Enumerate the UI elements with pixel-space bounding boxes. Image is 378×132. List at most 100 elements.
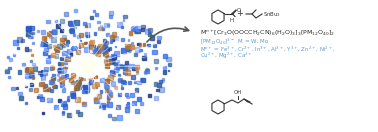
Bar <box>87 35 88 37</box>
Bar <box>144 71 146 74</box>
Bar <box>16 87 18 89</box>
Bar <box>135 109 139 113</box>
Bar <box>94 86 97 88</box>
Bar <box>148 27 152 32</box>
Bar <box>103 45 107 49</box>
Bar <box>85 86 89 90</box>
Bar <box>136 71 138 74</box>
Bar <box>105 47 108 51</box>
Bar <box>98 21 100 23</box>
Bar <box>59 64 61 66</box>
Bar <box>42 36 46 40</box>
Bar <box>92 48 96 51</box>
Bar <box>57 79 59 81</box>
Bar <box>110 72 112 74</box>
Bar <box>157 83 161 87</box>
Bar <box>29 67 32 70</box>
Bar <box>55 47 59 52</box>
Bar <box>112 73 115 76</box>
Bar <box>163 70 166 74</box>
Bar <box>78 112 82 116</box>
Bar <box>13 40 18 44</box>
Bar <box>67 113 71 117</box>
Bar <box>43 87 48 91</box>
Bar <box>145 29 150 34</box>
Bar <box>63 104 67 109</box>
Bar <box>125 44 130 48</box>
Bar <box>139 43 141 46</box>
Bar <box>48 55 50 57</box>
Bar <box>107 99 109 102</box>
Bar <box>89 45 91 48</box>
Bar <box>71 73 75 77</box>
Bar <box>121 48 126 53</box>
Bar <box>113 68 118 72</box>
Text: Cu$^{2+}$, Mg$^{2+}$, Ca$^{2+}$: Cu$^{2+}$, Mg$^{2+}$, Ca$^{2+}$ <box>200 51 253 61</box>
Text: SnBu$_3$: SnBu$_3$ <box>263 11 281 19</box>
Bar <box>46 87 50 91</box>
Bar <box>40 95 42 97</box>
FancyArrowPatch shape <box>147 27 189 42</box>
Bar <box>93 49 98 53</box>
Bar <box>110 35 114 39</box>
Bar <box>79 77 83 80</box>
Bar <box>9 58 12 61</box>
Bar <box>110 59 115 63</box>
Bar <box>60 57 63 60</box>
Bar <box>60 82 61 83</box>
Bar <box>51 66 54 69</box>
Bar <box>50 81 54 84</box>
Bar <box>67 96 69 98</box>
Bar <box>90 40 94 44</box>
Bar <box>58 69 61 72</box>
Bar <box>116 67 119 70</box>
Text: OH: OH <box>234 90 242 95</box>
Bar <box>118 22 122 27</box>
Bar <box>162 77 164 80</box>
Bar <box>50 89 53 92</box>
Bar <box>76 81 80 85</box>
Bar <box>118 78 122 82</box>
Bar <box>70 91 75 96</box>
Bar <box>58 68 62 72</box>
Bar <box>62 111 64 113</box>
Bar <box>78 85 81 89</box>
Bar <box>115 36 118 40</box>
Bar <box>42 41 46 46</box>
Bar <box>123 70 127 74</box>
Bar <box>94 98 99 103</box>
Bar <box>41 70 42 72</box>
Bar <box>107 60 111 64</box>
Bar <box>48 31 52 34</box>
Bar <box>85 25 87 27</box>
Bar <box>116 105 120 109</box>
Bar <box>121 65 124 67</box>
Bar <box>147 44 150 46</box>
Bar <box>79 43 83 47</box>
Bar <box>100 90 102 93</box>
Bar <box>60 38 64 41</box>
Bar <box>107 102 112 107</box>
Bar <box>62 101 66 106</box>
Bar <box>127 102 129 104</box>
Bar <box>115 62 118 66</box>
Text: O: O <box>237 8 241 13</box>
Bar <box>11 87 14 90</box>
Bar <box>71 47 73 49</box>
Bar <box>26 34 28 36</box>
Bar <box>67 56 68 58</box>
Bar <box>65 67 67 69</box>
Bar <box>135 47 139 52</box>
Bar <box>79 46 80 48</box>
Bar <box>60 19 64 23</box>
Bar <box>49 80 53 84</box>
Bar <box>51 77 55 80</box>
Bar <box>62 88 65 92</box>
Bar <box>88 76 92 79</box>
Bar <box>32 42 34 44</box>
Bar <box>65 43 68 46</box>
Bar <box>100 27 103 30</box>
Bar <box>121 26 122 27</box>
Bar <box>82 102 85 104</box>
Bar <box>77 35 80 38</box>
